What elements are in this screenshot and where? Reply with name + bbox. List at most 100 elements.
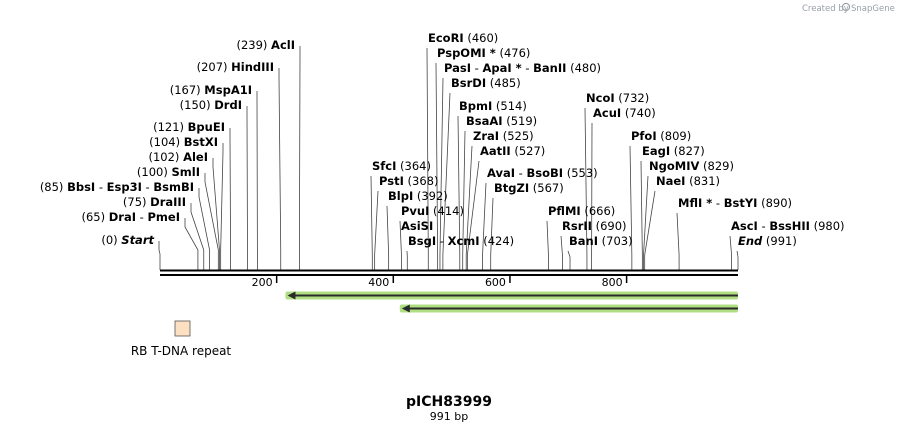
site-position: (460) — [464, 31, 499, 45]
site-label: (239) AclI — [236, 38, 295, 52]
site-position: - — [136, 210, 147, 224]
site-label-text: BsgI - XcmI (424) — [408, 234, 514, 248]
site-label: AsiSI — [401, 219, 433, 233]
site-label-text: BtgZI (567) — [494, 181, 564, 195]
site-connector — [546, 220, 549, 270]
site-position: (567) — [529, 181, 564, 195]
site-position: - — [712, 196, 723, 210]
enzyme-name: BpmI — [459, 99, 492, 113]
site-connector — [212, 158, 220, 270]
site-position: (424) — [480, 234, 515, 248]
site-position: (732) — [615, 91, 650, 105]
site-label: PfoI (809) — [631, 129, 691, 143]
site-position: (480) — [566, 61, 601, 75]
enzyme-name: NaeI — [656, 174, 685, 188]
ruler-tick-label: 800 — [602, 276, 623, 289]
enzyme-name: AclI — [271, 38, 295, 52]
ruler-tick-label: 400 — [368, 276, 389, 289]
ruler-tick-label: 600 — [485, 276, 506, 289]
site-label: NcoI (732) — [586, 91, 649, 105]
enzyme-name: EcoRI — [428, 31, 464, 45]
enzyme-name: BsgI — [408, 234, 436, 248]
enzyme-name: BbsI — [67, 180, 95, 194]
site-position: (476) — [496, 46, 531, 60]
site-label-text: (167) MspA1I — [170, 83, 252, 97]
site-label-text: AatII (527) — [480, 144, 545, 158]
enzyme-name: MflI * — [678, 196, 712, 210]
enzyme-name: BanI — [569, 234, 598, 248]
site-connector — [298, 46, 301, 270]
site-position: (121) — [153, 120, 188, 134]
site-position: (368) — [404, 174, 439, 188]
site-connector — [370, 175, 373, 270]
site-position: (514) — [492, 99, 527, 113]
site-label: PasI - ApaI * - BanII (480) — [444, 61, 601, 75]
enzyme-name: DrdI — [214, 98, 242, 112]
site-position: (829) — [699, 159, 734, 173]
site-connector — [442, 92, 451, 270]
feature-label: RB T-DNA repeat — [131, 344, 232, 358]
site-position: - — [758, 219, 769, 233]
site-label-text: (65) DraI - PmeI — [82, 210, 181, 224]
enzyme-name: SmlI — [172, 165, 201, 179]
site-labels-left: (239) AclI (207) HindIII (167) MspA1I(150)… — [40, 38, 295, 247]
site-label: EagI (827) — [642, 144, 705, 158]
enzyme-name: PstI — [379, 174, 404, 188]
site-position: (150) — [180, 98, 215, 112]
enzyme-name: Esp3I — [107, 180, 142, 194]
feature-arrows — [285, 291, 738, 313]
site-connector — [560, 235, 563, 270]
site-connector — [584, 107, 588, 270]
site-connector — [729, 235, 732, 270]
site-label: (100) SmlI — [137, 165, 200, 179]
site-connector — [482, 182, 487, 270]
enzyme-name: NcoI — [586, 91, 615, 105]
site-connector — [439, 77, 444, 270]
site-position: (485) — [486, 76, 521, 90]
site-label: PflMI (666) — [548, 204, 615, 218]
site-label-text: End (991) — [738, 234, 797, 248]
enzyme-name: BsrDI — [451, 76, 486, 90]
site-label-text: PflMI (666) — [548, 204, 615, 218]
site-label: BpmI (514) — [459, 99, 527, 113]
site-label: SfcI (364) — [372, 159, 431, 173]
site-position: (519) — [503, 114, 538, 128]
enzyme-name: BsmBI — [153, 180, 194, 194]
site-position: (167) — [170, 83, 205, 97]
enzyme-name: End — [738, 234, 763, 248]
site-label-text: NcoI (732) — [586, 91, 649, 105]
site-label-text: RsrII (690) — [562, 219, 627, 233]
site-label-text: BlpI (392) — [388, 189, 448, 203]
enzyme-name: Start — [121, 233, 154, 247]
site-label-text: AvaI - BsoBI (553) — [487, 166, 598, 180]
enzyme-name: ApaI * — [482, 61, 521, 75]
site-label: RsrII (690) — [562, 219, 627, 233]
site-label: (65) DraI - PmeI — [82, 210, 181, 224]
site-label-text: (85) BbsI - Esp3I - BsmBI — [40, 180, 194, 194]
site-label-text: (0) Start — [101, 233, 154, 247]
site-label: BsaAI (519) — [466, 114, 537, 128]
site-position: - — [522, 61, 533, 75]
site-label-text: (102) AleI — [148, 150, 208, 164]
site-position: (414) — [429, 204, 464, 218]
enzyme-name: HindIII — [231, 60, 274, 74]
enzyme-name: PasI — [444, 61, 471, 75]
site-position: (392) — [413, 189, 448, 203]
enzyme-name: PspOMI * — [437, 46, 496, 60]
site-connector — [229, 128, 231, 270]
site-connector — [184, 218, 199, 270]
site-position: (703) — [598, 234, 633, 248]
site-position: - — [515, 166, 526, 180]
enzyme-name: BstYI — [724, 196, 758, 210]
site-position: (364) — [396, 159, 431, 173]
site-connector — [399, 220, 402, 270]
site-label: (104) BstXI — [149, 135, 218, 149]
site-connector — [435, 62, 439, 270]
site-position: - — [95, 180, 106, 194]
site-position: (666) — [581, 204, 616, 218]
enzyme-name: XcmI — [448, 234, 480, 248]
backbone — [160, 269, 738, 276]
site-label-text: NgoMIV (829) — [649, 159, 734, 173]
site-position: (553) — [563, 166, 598, 180]
